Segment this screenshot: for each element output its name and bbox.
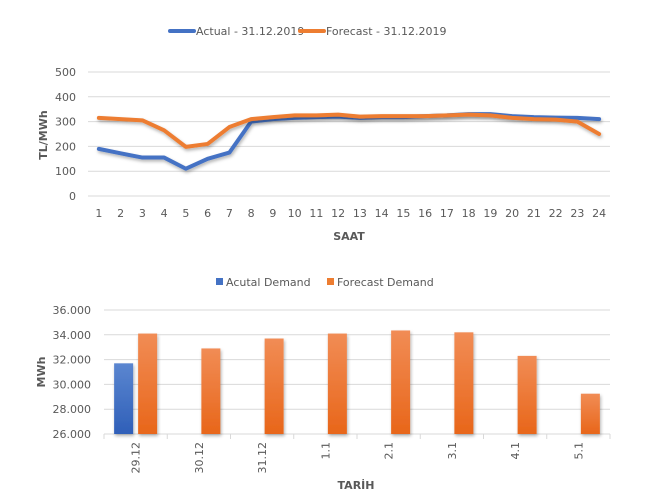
legend-label: Acutal Demand xyxy=(226,276,311,289)
line-chart-y-axis-title: TL/MWh xyxy=(37,110,50,159)
line-chart-y-tick-label: 300 xyxy=(55,116,76,129)
bar-forecast-demand-4-1 xyxy=(517,355,537,434)
bar-chart-x-tick-label: 2.1 xyxy=(383,442,396,460)
line-chart-series xyxy=(96,112,602,171)
line-chart-x-tick-label: 22 xyxy=(549,207,563,220)
bar-acutal-demand-29-12 xyxy=(114,363,134,434)
bar-chart-y-tick-label: 32.000 xyxy=(53,354,92,367)
line-chart-y-ticks: 0 100 200 300 400 500 xyxy=(55,66,76,203)
line-chart-x-tick-label: 2 xyxy=(117,207,124,220)
line-chart: Actual - 31.12.2019 Forecast - 31.12.2019… xyxy=(37,25,610,243)
line-chart-y-tick-label: 200 xyxy=(55,140,76,153)
bar-chart-legend: Acutal Demand Forecast Demand xyxy=(216,276,434,289)
bar-chart-x-tick-label: 30.12 xyxy=(193,442,206,474)
bar-chart-y-tick-label: 34.000 xyxy=(53,329,92,342)
line-chart-x-tick-label: 11 xyxy=(309,207,323,220)
line-chart-y-tick-label: 500 xyxy=(55,66,76,79)
legend-item-acutal-demand[interactable]: Acutal Demand xyxy=(216,276,311,289)
line-chart-y-tick-label: 100 xyxy=(55,165,76,178)
bar-chart-x-tick-label: 5.1 xyxy=(572,442,585,460)
bar-forecast-demand-1-1 xyxy=(327,333,347,434)
bar-chart-y-tick-label: 26.000 xyxy=(53,428,92,441)
line-chart-x-tick-label: 4 xyxy=(161,207,168,220)
bar-chart-y-tick-label: 36.000 xyxy=(53,304,92,317)
line-chart-x-tick-label: 16 xyxy=(418,207,432,220)
legend-square-swatch xyxy=(216,278,223,285)
bar-chart-x-ticks: 29.12 30.12 31.12 1.1 2.1 3.1 4.1 5.1 xyxy=(103,434,611,474)
line-chart-x-tick-label: 23 xyxy=(570,207,584,220)
line-chart-x-tick-label: 18 xyxy=(462,207,476,220)
legend-item-actual[interactable]: Actual - 31.12.2019 xyxy=(168,25,304,38)
line-chart-legend: Actual - 31.12.2019 Forecast - 31.12.2019 xyxy=(168,25,447,38)
legend-item-forecast[interactable]: Forecast - 31.12.2019 xyxy=(298,25,447,38)
legend-label: Forecast Demand xyxy=(337,276,434,289)
bar-forecast-demand-5-1 xyxy=(580,393,600,434)
line-chart-x-tick-label: 1 xyxy=(95,207,102,220)
line-chart-x-tick-label: 12 xyxy=(331,207,345,220)
bar-chart-y-tick-label: 30.000 xyxy=(53,378,92,391)
bar-chart-y-tick-label: 28.000 xyxy=(53,403,92,416)
line-chart-x-tick-label: 20 xyxy=(505,207,519,220)
line-chart-y-tick-label: 400 xyxy=(55,91,76,104)
line-chart-x-tick-label: 15 xyxy=(396,207,410,220)
line-chart-y-tick-label: 0 xyxy=(69,190,76,203)
bar-forecast-demand-30-12 xyxy=(201,348,221,434)
line-chart-x-tick-label: 3 xyxy=(139,207,146,220)
line-chart-x-tick-label: 19 xyxy=(483,207,497,220)
legend-label: Forecast - 31.12.2019 xyxy=(326,25,447,38)
bar-chart-x-axis-title: TARİH xyxy=(338,478,375,492)
legend-label: Actual - 31.12.2019 xyxy=(196,25,304,38)
line-chart-x-tick-label: 6 xyxy=(204,207,211,220)
bar-forecast-demand-2-1 xyxy=(391,330,411,434)
bar-chart-x-tick-label: 31.12 xyxy=(256,442,269,474)
line-chart-x-tick-label: 13 xyxy=(353,207,367,220)
bar-chart-x-tick-label: 3.1 xyxy=(446,442,459,460)
series-line-actual xyxy=(96,112,602,171)
legend-square-swatch xyxy=(327,278,334,285)
bar-forecast-demand-31-12 xyxy=(264,338,284,434)
line-chart-gridlines xyxy=(88,71,610,197)
line-chart-x-tick-label: 24 xyxy=(592,207,606,220)
bar-chart-y-ticks: 26.000 28.000 30.000 32.000 34.000 36.000 xyxy=(53,304,92,441)
series-line-forecast xyxy=(96,112,602,149)
bar-chart-y-axis-title: MWh xyxy=(35,357,48,388)
legend-item-forecast-demand[interactable]: Forecast Demand xyxy=(327,276,434,289)
line-chart-x-tick-label: 5 xyxy=(182,207,189,220)
line-chart-x-tick-label: 17 xyxy=(440,207,454,220)
line-chart-x-tick-label: 8 xyxy=(248,207,255,220)
line-chart-x-tick-label: 21 xyxy=(527,207,541,220)
bar-forecast-demand-29-12 xyxy=(138,333,158,434)
line-chart-x-tick-label: 9 xyxy=(269,207,276,220)
line-chart-x-axis-title: SAAT xyxy=(333,230,365,243)
line-chart-x-tick-label: 10 xyxy=(288,207,302,220)
bar-chart: Acutal Demand Forecast Demand 26.000 28.00… xyxy=(35,276,611,492)
bar-chart-x-tick-label: 29.12 xyxy=(130,442,143,474)
bar-chart-bars xyxy=(114,330,600,434)
line-chart-x-tick-label: 14 xyxy=(375,207,389,220)
bar-chart-x-tick-label: 1.1 xyxy=(319,442,332,460)
bar-chart-x-tick-label: 4.1 xyxy=(509,442,522,460)
line-chart-x-tick-label: 7 xyxy=(226,207,233,220)
line-chart-x-ticks: 1 2 3 4 5 6 7 8 9 10 11 12 13 14 15 16 17 18 19 20 21 22 23 24 xyxy=(95,207,606,220)
bar-forecast-demand-3-1 xyxy=(454,332,474,434)
